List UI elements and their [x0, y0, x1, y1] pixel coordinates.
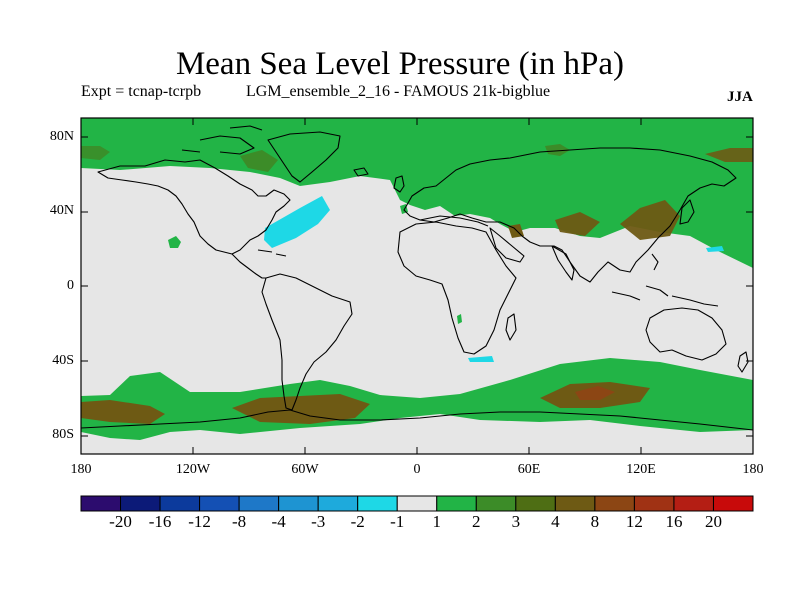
coastline-australia	[645, 307, 727, 361]
anomaly-green-southern-ocean	[81, 358, 753, 440]
coastline-africa	[397, 221, 517, 355]
coastline-madagascar	[505, 313, 517, 341]
lon-tick-label: 0	[413, 462, 421, 477]
colorbar-box	[80, 495, 122, 512]
season-label: JJA	[727, 89, 753, 105]
lon-tick-label: 120W	[175, 462, 211, 477]
anomaly-brown-central-asia	[555, 212, 600, 236]
colorbar-label: -12	[188, 512, 211, 531]
colorbar-label: 1	[432, 512, 442, 531]
colorbar-box	[199, 495, 240, 512]
coastline-mediterranean	[419, 215, 489, 227]
colorbar-box	[159, 495, 201, 512]
anomaly-cyan-south-indian-ocean	[468, 356, 494, 362]
colorbar-box	[673, 495, 714, 512]
lat-tick-label: 40N	[49, 203, 74, 219]
colorbar-label: 3	[511, 512, 521, 531]
anomaly-brown-east-asia	[620, 200, 680, 240]
colorbar-box	[436, 495, 477, 512]
colorbar-box	[317, 495, 359, 512]
anomaly-brown-south-america-sector	[232, 394, 370, 424]
anomaly-green-africa	[457, 314, 462, 324]
coastline-south-america	[261, 273, 353, 411]
coastline-iceland	[353, 167, 369, 177]
coastline-maritime-continent	[611, 253, 719, 307]
colorbar-label: 12	[625, 512, 643, 531]
anomaly-cyan-north-atlantic	[264, 196, 330, 248]
colorbar-label: -20	[109, 512, 132, 531]
lon-tick-label: 60E	[517, 462, 541, 477]
lon-tick-label: 180	[742, 462, 764, 477]
colorbar-label: 20	[704, 512, 722, 531]
coastline-india	[551, 245, 575, 281]
lon-tick-label: 180	[70, 462, 92, 477]
coastline-antarctica	[80, 409, 754, 431]
coastline-central-america	[231, 253, 266, 279]
anomaly-brown-arctic-west	[81, 146, 110, 160]
lat-tick-label: 80N	[49, 128, 74, 144]
anomaly-brown-greenland	[240, 150, 278, 172]
coastline-arabia	[489, 227, 525, 263]
colorbar-box	[475, 495, 517, 512]
colorbar-box	[120, 495, 161, 512]
map-title: Mean Sea Level Pressure (in hPa)	[175, 46, 625, 82]
colorbar-box	[554, 495, 596, 512]
coastline-eurasia	[403, 147, 737, 283]
anomaly-cyan-west-pacific	[706, 246, 724, 252]
coastline-caribbean	[257, 249, 287, 257]
run-label: LGM_ensemble_2_16 - FAMOUS 21k-bigblue	[246, 83, 551, 100]
coastline-new-zealand	[737, 351, 749, 373]
lon-tick-label: 60W	[291, 462, 319, 477]
axis-ticks	[80, 118, 754, 454]
lat-tick-label: 0	[67, 278, 74, 293]
anomaly-brown-arctic-east	[705, 148, 753, 162]
colorbar-label: 2	[472, 512, 481, 531]
colorbar-label: -3	[311, 512, 326, 531]
colorbar-box	[396, 495, 438, 512]
coastline-arctic-islands	[181, 125, 263, 155]
colorbar-box	[238, 495, 280, 512]
strong-positive-anomaly-regions	[81, 144, 753, 424]
anomaly-green-central-pacific	[168, 236, 181, 248]
colorbar-box	[594, 495, 635, 512]
anomaly-brown-east-siberia	[545, 144, 570, 156]
anomaly-brown-indian-ocean-core	[575, 386, 615, 400]
anomaly-brown-south-pacific	[81, 400, 165, 424]
lat-tick-label: 40S	[52, 352, 74, 368]
colorbar-label: -8	[232, 512, 247, 531]
experiment-label: Expt = tcnap-tcrpb	[81, 83, 202, 100]
lat-tick-label: 80S	[52, 427, 74, 443]
coastline-uk	[393, 175, 405, 193]
colorbar-label: 16	[665, 512, 683, 531]
negative-anomaly-regions	[264, 196, 724, 362]
colorbar	[80, 495, 754, 512]
colorbar-label: 4	[551, 512, 560, 531]
colorbar-label: -16	[148, 512, 172, 531]
colorbar-box	[515, 495, 556, 512]
colorbar-box	[278, 495, 319, 512]
colorbar-box	[357, 495, 398, 512]
map-frame	[80, 117, 754, 455]
colorbar-box	[712, 495, 754, 512]
coastline-north-america	[97, 159, 291, 255]
colorbar-label: -1	[390, 512, 405, 531]
colorbar-label: -4	[271, 512, 286, 531]
colorbar-box	[633, 495, 675, 512]
coastline-japan	[679, 199, 695, 225]
colorbar-label: -2	[350, 512, 365, 531]
colorbar-label: 8	[590, 512, 600, 531]
coastlines	[80, 125, 754, 431]
lon-tick-label: 120E	[626, 462, 656, 477]
coastline-greenland	[267, 131, 341, 183]
